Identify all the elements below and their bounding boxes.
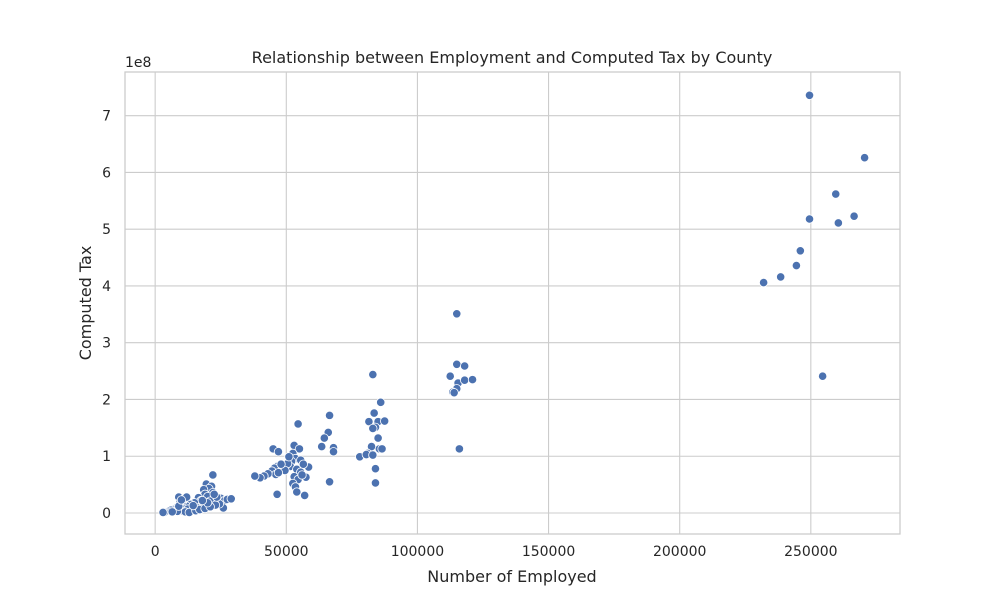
scatter-point [250,471,260,481]
y-tick-label: 3 [102,336,111,352]
scatter-point [833,218,843,228]
scatter-point [167,507,177,517]
scatter-point [804,90,815,100]
scatter-point [460,361,470,371]
scatter-point [370,464,381,474]
scatter-point [273,468,284,478]
grid-layer [125,72,900,534]
y-tick-label: 4 [102,279,111,295]
x-tick-label: 50000 [264,544,309,560]
scatter-point [364,417,374,427]
scatter-point [272,489,282,499]
y-axis-label: Computed Tax [76,246,95,361]
scatter-point [319,433,329,443]
scatter-point [284,452,294,462]
scatter-point [317,441,327,452]
x-tick-label: 150000 [522,544,575,560]
scatter-point [328,447,339,457]
scatter-point [454,444,464,454]
y-tick-label: 1 [102,449,111,465]
scatter-point [297,470,307,480]
y-tick-label: 0 [102,506,111,522]
y-tick-label: 2 [102,392,111,408]
y-tick-label: 7 [102,109,111,125]
scatter-point [452,359,462,369]
scatter-point [370,478,381,488]
scatter-point [849,211,859,221]
y-axis-offset-label: 1e8 [125,55,151,71]
y-tick-label: 6 [102,165,111,181]
chart-title: Relationship between Employment and Comp… [252,48,773,67]
scatter-point [818,371,828,381]
scatter-point [452,309,462,319]
scatter-point [804,214,815,224]
scatter-point [293,419,303,429]
scatter-point [795,246,805,256]
scatter-point [376,397,386,407]
y-tick-label: 5 [102,222,111,238]
scatter-point [791,260,802,271]
scatter-point [300,490,310,501]
scatter-point [197,495,207,506]
x-axis-label: Number of Employed [427,567,596,586]
x-tick-label: 0 [151,544,160,560]
scatter-point [831,189,841,199]
scatter-point [368,423,378,434]
scatter-point [208,470,218,480]
plot-frame [124,71,901,535]
points-layer [158,90,870,518]
scatter-point [859,153,870,163]
scatter-point [324,477,335,487]
scatter-point [467,375,478,385]
scatter-point [449,388,459,398]
x-tick-label: 250000 [784,544,837,560]
ticks-layer: 0 50000 100000 150000 200000 250000 0 1 2 3 4 5 6 7 [102,109,837,560]
scatter-point [380,416,390,426]
scatter-point [369,408,379,418]
scatter-point [377,444,387,454]
scatter-point [188,501,198,511]
scatter-point [368,450,378,460]
scatter-point [273,447,284,457]
scatter-point [226,494,236,504]
scatter-point [292,487,302,497]
scatter-point [294,444,305,454]
scatter-point [460,375,470,385]
scatter-point [209,489,219,499]
scatter-point [759,277,769,288]
scatter-point [368,369,378,380]
scatter-point [445,371,455,381]
x-tick-label: 200000 [653,544,706,560]
scatter-point [776,272,786,282]
scatter-point [373,433,383,443]
x-tick-label: 100000 [391,544,444,560]
scatter-point [276,459,286,469]
scatter-point [298,459,308,469]
scatter-point [324,410,335,420]
scatter-point [176,495,186,505]
scatter-point [158,507,168,518]
